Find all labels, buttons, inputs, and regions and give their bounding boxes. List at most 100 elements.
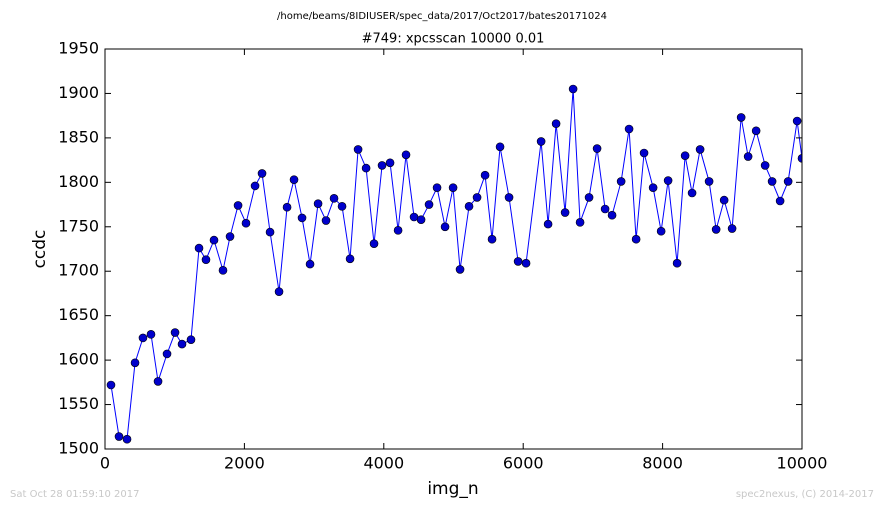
data-point xyxy=(711,225,721,234)
footer-timestamp: Sat Oct 28 01:59:10 2017 xyxy=(10,489,140,500)
data-point xyxy=(313,199,323,208)
y-tick-label: 1750 xyxy=(58,216,99,235)
data-point xyxy=(616,177,626,186)
data-point xyxy=(401,150,411,160)
data-point xyxy=(432,183,442,192)
data-point xyxy=(106,380,116,390)
data-point xyxy=(648,183,658,192)
data-point xyxy=(797,154,802,163)
data-point xyxy=(775,196,785,206)
data-point xyxy=(209,235,219,245)
data-point xyxy=(385,158,395,168)
data-point xyxy=(575,218,585,227)
data-point xyxy=(241,218,251,228)
x-tick-label: 0 xyxy=(100,454,110,473)
data-point xyxy=(592,144,602,153)
data-point xyxy=(624,124,634,134)
data-point xyxy=(448,183,458,192)
data-point xyxy=(361,163,371,173)
x-tick-label: 4000 xyxy=(363,454,404,473)
data-point xyxy=(177,339,187,349)
plot-frame xyxy=(104,48,803,450)
plot-area xyxy=(106,84,802,444)
data-point xyxy=(663,176,673,185)
data-point xyxy=(568,84,578,94)
y-tick-label: 1850 xyxy=(58,127,99,146)
data-point xyxy=(393,226,403,235)
data-point xyxy=(487,234,497,244)
y-tick-label: 1800 xyxy=(58,172,99,191)
data-point xyxy=(639,148,649,158)
x-axis-label: img_n xyxy=(427,479,478,499)
data-point xyxy=(543,219,553,229)
data-point xyxy=(282,202,292,212)
x-tick-label: 6000 xyxy=(503,454,544,473)
data-point xyxy=(760,161,770,170)
data-point xyxy=(377,161,387,170)
data-point xyxy=(274,287,284,296)
data-point xyxy=(218,266,228,275)
data-point xyxy=(265,227,275,237)
y-tick-label: 1650 xyxy=(58,305,99,324)
data-point xyxy=(337,202,347,211)
data-point xyxy=(345,254,355,264)
chart-path-title: /home/beams/8IDIUSER/spec_data/2017/Oct2… xyxy=(277,11,607,22)
data-point xyxy=(194,243,204,253)
y-tick-label: 1700 xyxy=(58,261,99,280)
x-tick-label: 10000 xyxy=(777,454,828,473)
data-point xyxy=(297,213,307,223)
y-tick-label: 1500 xyxy=(58,439,99,458)
data-point xyxy=(455,265,465,274)
data-point xyxy=(114,432,124,441)
data-point xyxy=(736,113,746,122)
data-point xyxy=(521,258,531,268)
data-point xyxy=(122,434,132,444)
data-point xyxy=(767,177,777,186)
y-tick-label: 1900 xyxy=(58,83,99,102)
x-tick-label: 8000 xyxy=(642,454,683,473)
data-point xyxy=(536,137,546,146)
data-point xyxy=(472,193,482,202)
data-point xyxy=(672,258,682,268)
y-tick-label: 1600 xyxy=(58,350,99,369)
data-point xyxy=(560,208,570,217)
x-tick-label: 2000 xyxy=(224,454,265,473)
data-point xyxy=(153,377,163,386)
data-point xyxy=(233,201,243,210)
y-tick-label: 1550 xyxy=(58,394,99,413)
data-point xyxy=(329,194,339,203)
data-point xyxy=(416,215,426,224)
data-point xyxy=(743,152,753,161)
data-point xyxy=(495,142,505,152)
data-point xyxy=(257,169,267,178)
data-point xyxy=(305,259,315,269)
data-point xyxy=(353,145,363,154)
footer-credit: spec2nexus, (C) 2014-2017 xyxy=(736,489,874,500)
data-point xyxy=(704,177,714,186)
data-point xyxy=(504,193,514,202)
data-point xyxy=(225,232,235,241)
data-point xyxy=(551,119,561,128)
data-point xyxy=(695,145,705,154)
data-point xyxy=(464,202,474,211)
data-point xyxy=(680,151,690,160)
data-point xyxy=(250,181,260,191)
data-point xyxy=(656,226,666,236)
data-point xyxy=(584,193,594,202)
data-point xyxy=(607,210,617,220)
data-point xyxy=(440,222,450,232)
chart-subtitle: #749: xpcsscan 10000 0.01 xyxy=(362,32,545,47)
data-point xyxy=(600,204,610,214)
data-point xyxy=(369,239,379,248)
data-point xyxy=(146,330,156,339)
data-point xyxy=(138,333,148,343)
data-point xyxy=(201,255,211,264)
data-point xyxy=(792,116,802,126)
data-point xyxy=(687,188,697,198)
data-line xyxy=(110,88,802,440)
data-point xyxy=(130,358,140,368)
data-point xyxy=(170,328,180,337)
data-point xyxy=(480,170,490,180)
data-point xyxy=(727,224,737,233)
